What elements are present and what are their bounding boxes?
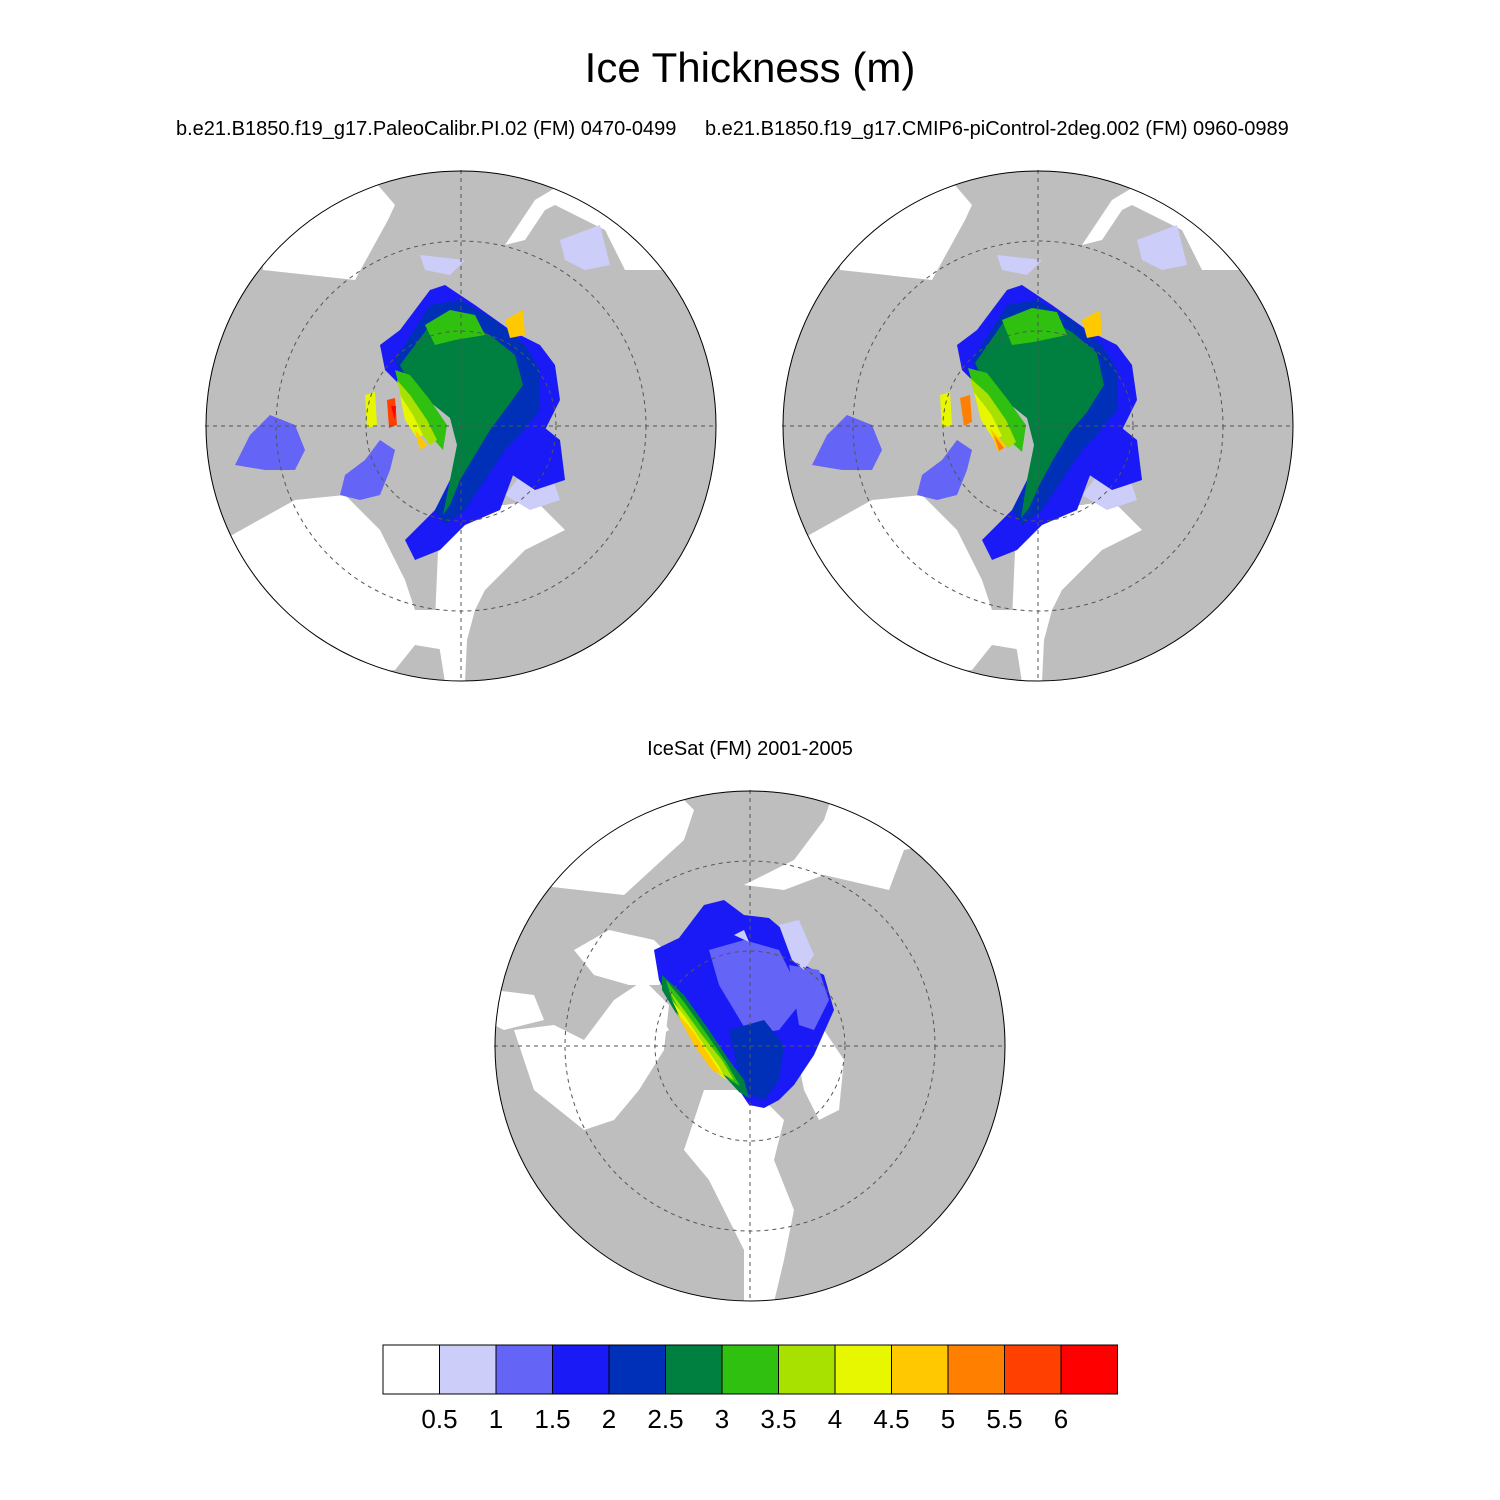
panel-2-map: [782, 170, 1294, 682]
ice-thickness-field: [235, 225, 610, 560]
map-boundary: [782, 170, 1294, 682]
ice-thickness-field: [654, 900, 834, 1108]
colorbar-swatch: [721, 1344, 779, 1395]
colorbar-swatch: [382, 1344, 440, 1395]
colorbar-tick-label: 2.5: [647, 1404, 683, 1434]
colorbar-tick-label: 4: [828, 1404, 842, 1434]
colorbar-swatch: [1004, 1344, 1062, 1395]
colorbar-tick-label: 1.5: [534, 1404, 570, 1434]
graticule: [782, 170, 1294, 682]
colorbar-swatch: [608, 1344, 666, 1395]
graticule: [205, 170, 717, 682]
map-boundary: [494, 790, 1006, 1302]
figure-title: Ice Thickness (m): [584, 44, 916, 91]
panel-3-map: [494, 790, 1006, 1302]
colorbar-tick-label: 5.5: [986, 1404, 1022, 1434]
colorbar-swatch: [947, 1344, 1005, 1395]
graticule: [494, 790, 1006, 1302]
colorbar-tick-label: 2: [602, 1404, 616, 1434]
colorbar-tick-label: 3: [715, 1404, 729, 1434]
colorbar-swatch: [834, 1344, 892, 1395]
colorbar-tick-label: 6: [1054, 1404, 1068, 1434]
panel-1-title: b.e21.B1850.f19_g17.PaleoCalibr.PI.02 (F…: [176, 118, 677, 140]
colorbar-tick-label: 0.5: [421, 1404, 457, 1434]
panel-2-title: b.e21.B1850.f19_g17.CMIP6-piControl-2deg…: [705, 118, 1289, 140]
colorbar-swatch: [665, 1344, 723, 1395]
colorbar-tick-label: 1: [489, 1404, 503, 1434]
colorbar-swatch: [778, 1344, 836, 1395]
colorbar-swatch: [1060, 1344, 1118, 1395]
colorbar-swatch: [552, 1344, 610, 1395]
colorbar-swatch: [439, 1344, 497, 1395]
colorbar-tick-label: 3.5: [760, 1404, 796, 1434]
colorbar-swatch: [495, 1344, 553, 1395]
colorbar-swatch: [891, 1344, 949, 1395]
colorbar-tick-label: 5: [941, 1404, 955, 1434]
map-boundary: [205, 170, 717, 682]
panel-3-title: IceSat (FM) 2001-2005: [647, 738, 853, 760]
panel-1-map: [205, 170, 717, 682]
colorbar-tick-label: 4.5: [873, 1404, 909, 1434]
